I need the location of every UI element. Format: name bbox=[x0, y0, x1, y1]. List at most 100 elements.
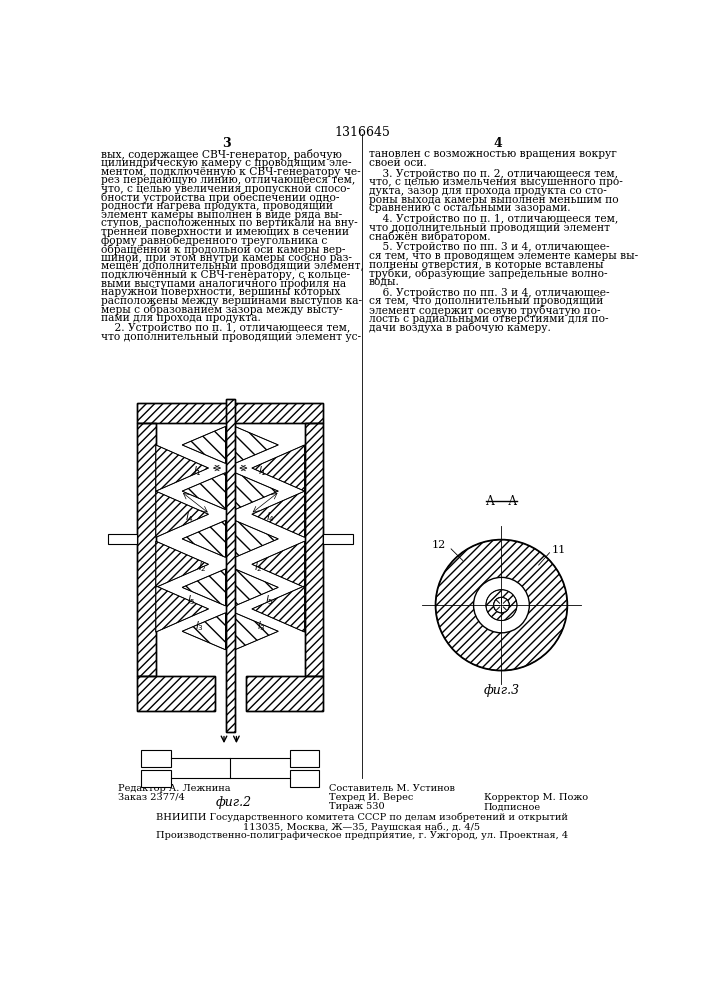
Text: Техред И. Верес: Техред И. Верес bbox=[329, 793, 413, 802]
Text: что, с целью измельчения высушенного про-: что, с целью измельчения высушенного про… bbox=[369, 177, 623, 187]
Polygon shape bbox=[137, 676, 215, 711]
Text: 113035, Москва, Ж—35, Раушская наб., д. 4/5: 113035, Москва, Ж—35, Раушская наб., д. … bbox=[243, 822, 481, 832]
Bar bbox=[141, 750, 170, 767]
Text: 7: 7 bbox=[152, 752, 160, 765]
Polygon shape bbox=[182, 426, 226, 463]
Text: $l_3$: $l_3$ bbox=[194, 619, 204, 633]
Text: Редактор А. Лежнина: Редактор А. Лежнина bbox=[118, 784, 230, 793]
Circle shape bbox=[436, 540, 567, 671]
Text: обращённой к продольной оси камеры вер-: обращённой к продольной оси камеры вер- bbox=[101, 244, 345, 255]
Text: Производственно-полиграфическое предприятие, г. Ужгород, ул. Проектная, 4: Производственно-полиграфическое предприя… bbox=[156, 831, 568, 840]
Polygon shape bbox=[305, 423, 323, 676]
Text: Тираж 530: Тираж 530 bbox=[329, 802, 384, 811]
Polygon shape bbox=[235, 473, 279, 510]
Text: $l_5$: $l_5$ bbox=[264, 593, 274, 607]
Text: фиг.3: фиг.3 bbox=[484, 684, 520, 697]
Polygon shape bbox=[156, 586, 209, 632]
Text: мещён дополнительный проводящий элемент,: мещён дополнительный проводящий элемент, bbox=[101, 261, 363, 271]
Text: Корректор М. Пожо: Корректор М. Пожо bbox=[484, 793, 588, 802]
Text: 6. Устройство по пп. 3 и 4, отличающее-: 6. Устройство по пп. 3 и 4, отличающее- bbox=[369, 288, 609, 298]
Text: дукта, зазор для прохода продукта со сто-: дукта, зазор для прохода продукта со сто… bbox=[369, 186, 607, 196]
Text: снабжён вибратором.: снабжён вибратором. bbox=[369, 231, 491, 242]
Text: 4. Устройство по п. 1, отличающееся тем,: 4. Устройство по п. 1, отличающееся тем, bbox=[369, 214, 618, 224]
Text: сравнению с остальными зазорами.: сравнению с остальными зазорами. bbox=[369, 203, 571, 213]
Polygon shape bbox=[182, 569, 226, 606]
Polygon shape bbox=[235, 426, 279, 463]
Wedge shape bbox=[486, 590, 517, 620]
Text: 11: 11 bbox=[552, 545, 566, 555]
Polygon shape bbox=[182, 473, 226, 510]
Text: дачи воздуха в рабочую камеру.: дачи воздуха в рабочую камеру. bbox=[369, 322, 551, 333]
Text: бности устройства при обеспечении одно-: бности устройства при обеспечении одно- bbox=[101, 192, 339, 203]
Text: 2. Устройство по п. 1, отличающееся тем,: 2. Устройство по п. 1, отличающееся тем, bbox=[101, 323, 350, 333]
Polygon shape bbox=[137, 403, 323, 423]
Text: воды.: воды. bbox=[369, 277, 399, 287]
Text: рез передающую линию, отличающееся тем,: рез передающую линию, отличающееся тем, bbox=[101, 175, 355, 185]
Text: элемент содержит осевую трубчатую по-: элемент содержит осевую трубчатую по- bbox=[369, 305, 600, 316]
Polygon shape bbox=[246, 676, 323, 711]
Text: ся тем, что в проводящем элементе камеры вы-: ся тем, что в проводящем элементе камеры… bbox=[369, 251, 638, 261]
Bar bbox=[141, 770, 170, 787]
Text: ментом, подключённую к СВЧ-генератору че-: ментом, подключённую к СВЧ-генератору че… bbox=[101, 167, 361, 177]
Text: 3: 3 bbox=[222, 137, 230, 150]
Text: 3. Устройство по п. 2, отличающееся тем,: 3. Устройство по п. 2, отличающееся тем, bbox=[369, 169, 618, 179]
Text: что дополнительный проводящий элемент ус-: что дополнительный проводящий элемент ус… bbox=[101, 332, 361, 342]
Text: $l_1$: $l_1$ bbox=[193, 464, 202, 478]
Text: $l_3$: $l_3$ bbox=[257, 619, 266, 633]
Text: ся тем, что дополнительный проводящий: ся тем, что дополнительный проводящий bbox=[369, 296, 603, 306]
Text: $l_4$: $l_4$ bbox=[266, 510, 275, 524]
Text: $l_4$: $l_4$ bbox=[185, 510, 194, 524]
Text: что, с целью увеличения пропускной спосо-: что, с целью увеличения пропускной спосо… bbox=[101, 184, 350, 194]
Text: 4: 4 bbox=[493, 137, 502, 150]
Polygon shape bbox=[156, 445, 209, 491]
Polygon shape bbox=[182, 613, 226, 650]
Text: 9: 9 bbox=[301, 752, 308, 765]
Text: лость с радиальными отверстиями для по-: лость с радиальными отверстиями для по- bbox=[369, 314, 609, 324]
Text: своей оси.: своей оси. bbox=[369, 158, 427, 168]
Text: $l_2$: $l_2$ bbox=[254, 560, 262, 574]
Text: 12: 12 bbox=[431, 540, 445, 550]
Text: фиг.2: фиг.2 bbox=[216, 796, 252, 809]
Bar bbox=[290, 770, 320, 787]
Polygon shape bbox=[235, 520, 279, 557]
Polygon shape bbox=[252, 541, 305, 587]
Text: пами для прохода продукта.: пами для прохода продукта. bbox=[101, 313, 261, 323]
Text: вых, содержащее СВЧ-генератор, рабочую: вых, содержащее СВЧ-генератор, рабочую bbox=[101, 149, 341, 160]
Text: 5. Устройство по пп. 3 и 4, отличающее-: 5. Устройство по пп. 3 и 4, отличающее- bbox=[369, 242, 609, 252]
Text: роны выхода камеры выполнен меньшим по: роны выхода камеры выполнен меньшим по bbox=[369, 195, 619, 205]
Polygon shape bbox=[252, 445, 305, 491]
Text: родности нагрева продукта, проводящий: родности нагрева продукта, проводящий bbox=[101, 201, 333, 211]
Text: элемент камеры выполнен в виде ряда вы-: элемент камеры выполнен в виде ряда вы- bbox=[101, 210, 342, 220]
Text: меры с образованием зазора между высту-: меры с образованием зазора между высту- bbox=[101, 304, 342, 315]
Polygon shape bbox=[226, 399, 235, 732]
Text: $l_2$: $l_2$ bbox=[198, 560, 206, 574]
Polygon shape bbox=[156, 491, 209, 537]
Text: трубки, образующие запредельные волно-: трубки, образующие запредельные волно- bbox=[369, 268, 607, 279]
Text: $l_1$: $l_1$ bbox=[258, 464, 267, 478]
Text: А – А: А – А bbox=[486, 495, 517, 508]
Polygon shape bbox=[107, 534, 137, 544]
Circle shape bbox=[493, 597, 509, 613]
Text: шиной, при этом внутри камеры соосно раз-: шиной, при этом внутри камеры соосно раз… bbox=[101, 253, 352, 263]
Text: выми выступами аналогичного профиля на: выми выступами аналогичного профиля на bbox=[101, 279, 346, 289]
Polygon shape bbox=[235, 613, 279, 650]
Text: тренней поверхности и имеющих в сечении: тренней поверхности и имеющих в сечении bbox=[101, 227, 349, 237]
Polygon shape bbox=[323, 534, 353, 544]
Text: Составитель М. Устинов: Составитель М. Устинов bbox=[329, 784, 455, 793]
Text: $l_5$: $l_5$ bbox=[187, 593, 196, 607]
Polygon shape bbox=[252, 491, 305, 537]
Text: цилиндрическую камеру с проводящим эле-: цилиндрическую камеру с проводящим эле- bbox=[101, 158, 351, 168]
Text: 13: 13 bbox=[297, 772, 312, 785]
Text: наружной поверхности, вершины которых: наружной поверхности, вершины которых bbox=[101, 287, 340, 297]
Text: 1316645: 1316645 bbox=[334, 126, 390, 139]
Text: Подписное: Подписное bbox=[484, 802, 541, 811]
Text: расположены между вершинами выступов ка-: расположены между вершинами выступов ка- bbox=[101, 296, 362, 306]
Text: форму равнобедренного треугольника с: форму равнобедренного треугольника с bbox=[101, 235, 327, 246]
Text: что дополнительный проводящий элемент: что дополнительный проводящий элемент bbox=[369, 223, 610, 233]
Polygon shape bbox=[156, 423, 305, 676]
Bar bbox=[290, 750, 320, 767]
Text: ВНИИПИ Государственного комитета СССР по делам изобретений и открытий: ВНИИПИ Государственного комитета СССР по… bbox=[156, 813, 568, 822]
Polygon shape bbox=[137, 423, 156, 676]
Polygon shape bbox=[235, 569, 279, 606]
Text: ступов, расположенных по вертикали на вну-: ступов, расположенных по вертикали на вн… bbox=[101, 218, 358, 228]
